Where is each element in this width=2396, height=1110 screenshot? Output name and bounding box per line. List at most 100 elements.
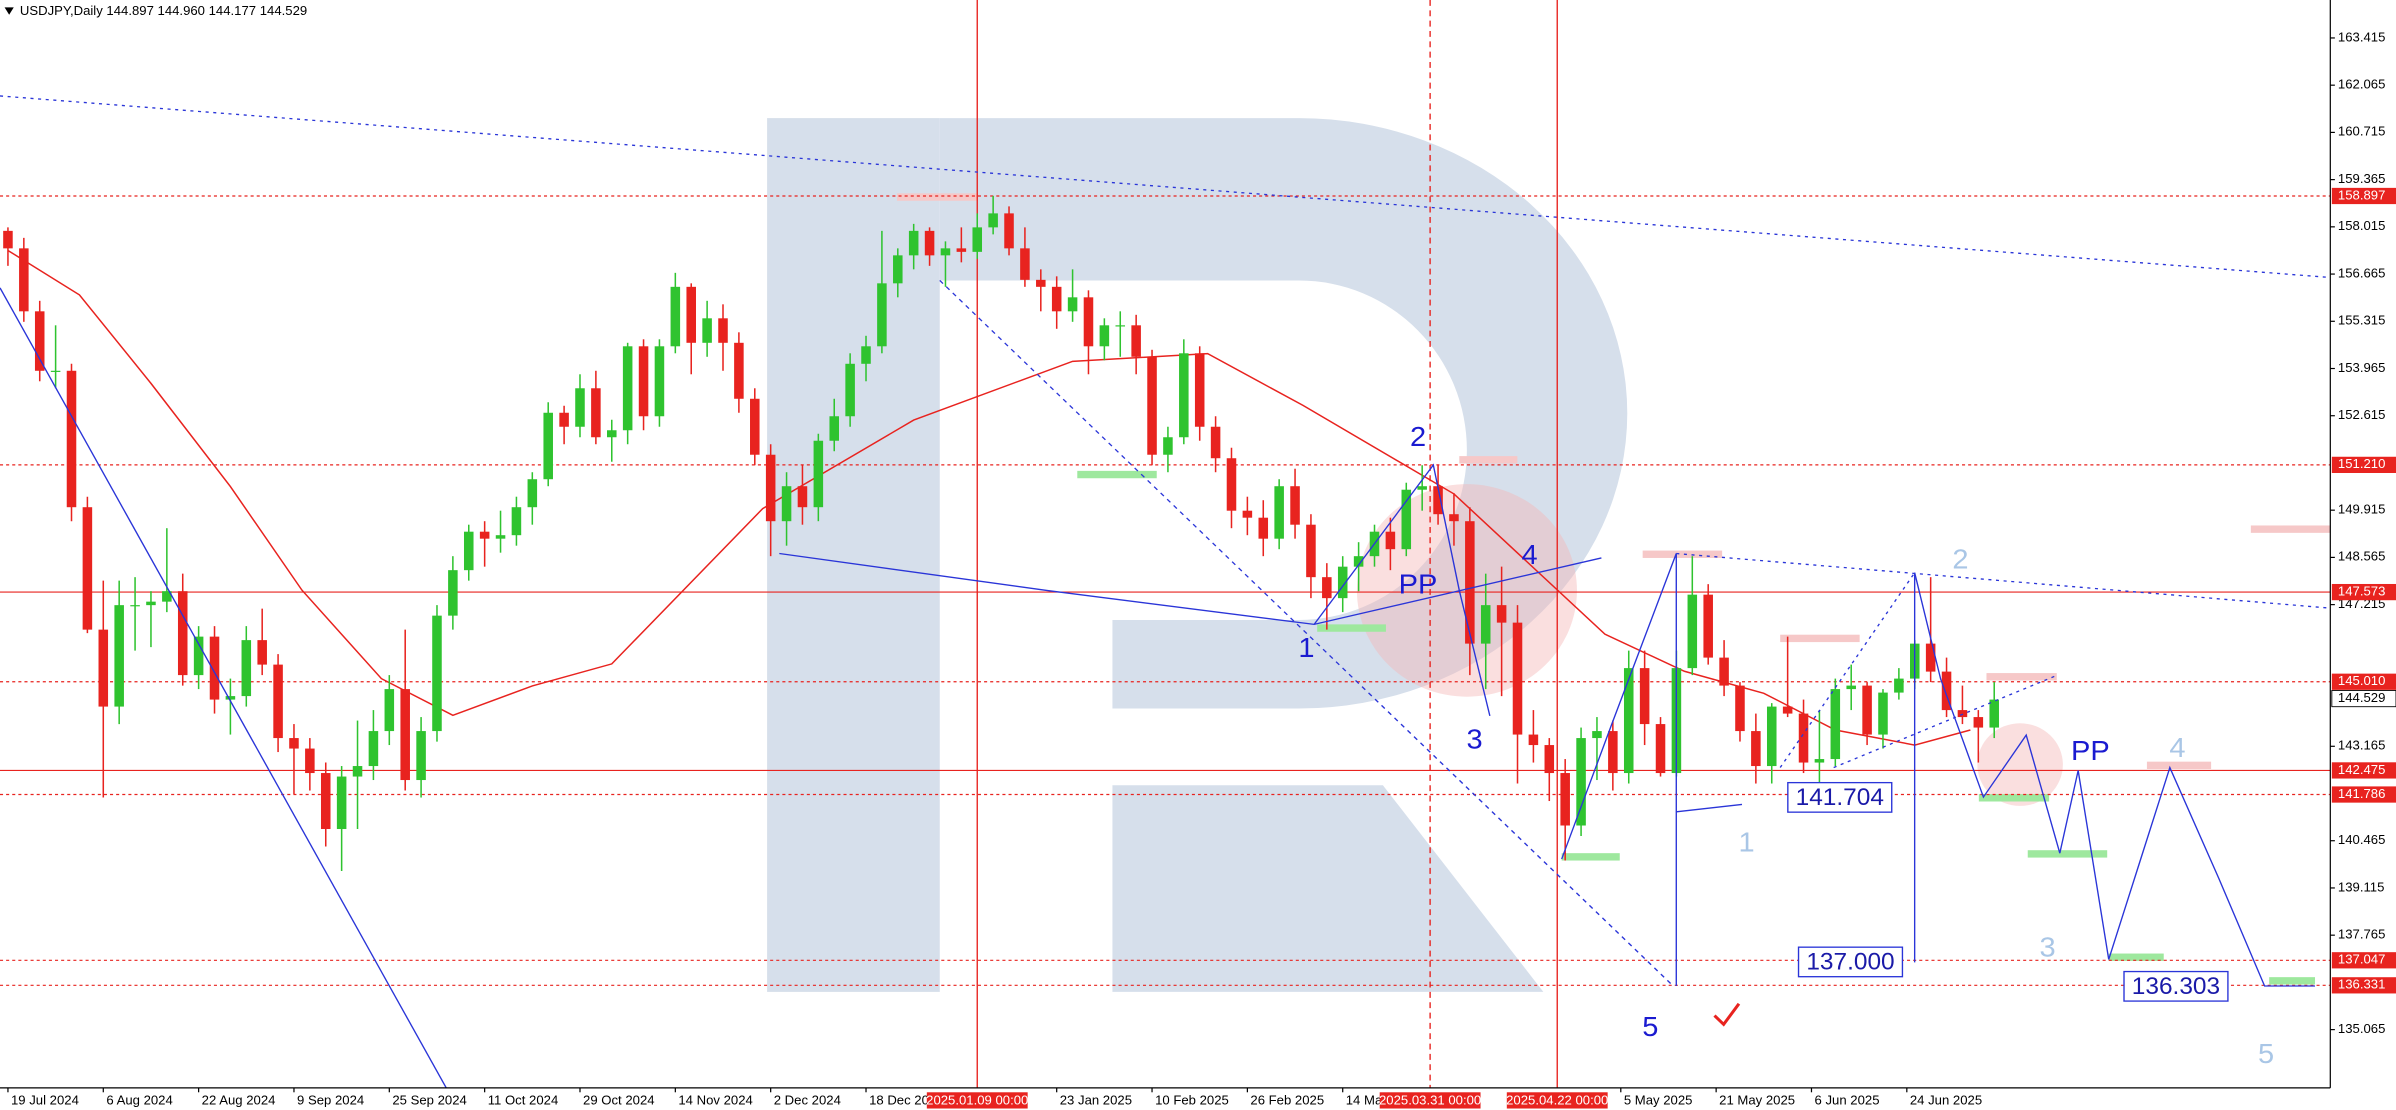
candle-body [1480,605,1491,644]
candle-body [1862,685,1872,735]
candle-body [82,507,93,630]
candle-body [670,286,681,347]
candle-body [209,636,220,700]
y-tick-label: 139.115 [2338,880,2384,895]
candle-body [1576,738,1586,826]
candle-body [1655,724,1666,774]
x-tick-label: 9 Sep 2024 [297,1093,364,1108]
candle-body [1735,685,1745,732]
candle-body [1528,734,1539,746]
x-tick-label: 22 Aug 2024 [202,1093,276,1108]
y-tick-label: 143.165 [2338,738,2385,753]
candle-body [416,731,426,781]
wave-label: 2 [1410,421,1426,452]
candle-body [1179,353,1189,438]
candle-body [924,230,935,256]
target-label: 141.704 [1796,784,1884,811]
candle-body [718,318,728,343]
price-label-bg [2331,977,2396,994]
trend-line [1779,572,1916,768]
price-label: 151.210 [2338,456,2385,471]
y-tick-label: 152.615 [2338,407,2385,422]
candle-body [1433,486,1443,515]
candle-body [1496,605,1507,623]
candle-body [1036,279,1046,287]
wave-label: 5 [1642,1012,1658,1043]
candle-body [940,248,951,256]
candle-body [241,640,252,697]
wave-label: PP [2071,736,2110,767]
x-tick-label: 6 Aug 2024 [106,1093,172,1108]
price-label: 137.047 [2338,952,2385,967]
x-tick-label: 11 Oct 2024 [488,1093,559,1108]
candle-body [527,479,538,508]
current-price-bg [2331,690,2396,708]
candle-body [813,440,824,508]
candle-body [1465,521,1475,644]
wave-label: 5 [2258,1038,2274,1069]
x-tick-label: 29 Oct 2024 [583,1093,655,1108]
price-label-bg [2331,456,2396,473]
candle-body [956,248,967,252]
current-price-label: 144.529 [2338,690,2385,705]
candle-body [320,773,331,830]
candle-body [225,696,236,700]
wave-label: 3 [2040,932,2056,963]
candle-body [1147,356,1157,455]
candle-body [702,318,712,343]
candle-body [463,531,474,571]
candle-body [1560,773,1570,826]
candle-body [1306,524,1316,578]
time-label: 2025.01.09 00:00 [926,1093,1028,1108]
candle-body [1290,486,1300,525]
zone [1978,794,2050,802]
candle-body [654,346,665,417]
target-label: 137.000 [1806,949,1894,976]
price-label-bg [2331,673,2396,690]
y-tick-label: 153.965 [2338,360,2385,375]
candle-body [495,535,506,539]
zone [1561,853,1620,861]
watermark [767,118,1628,992]
support-zones [1077,470,2316,985]
candle-body [1608,731,1618,774]
wave-lines [0,95,2331,1089]
zone [1317,624,1386,632]
x-tick-label: 14 Nov 2024 [678,1093,752,1108]
chart-title: USDJPY,Daily 144.897 144.960 144.177 144… [20,3,307,18]
candle-body [1703,594,1713,658]
y-tick-label: 162.065 [2338,77,2385,92]
time-label: 2025.03.31 00:00 [1379,1093,1481,1108]
candle-body [1957,710,1968,718]
candle-body [1051,286,1062,312]
target-label: 136.303 [2132,973,2220,1000]
watermark-leg [1112,785,1544,992]
wave-label: 4 [1522,539,1538,570]
wave-label: 2 [1952,544,1968,575]
candle-body [1194,353,1205,427]
price-label-bg [2331,762,2396,779]
trend-line [1676,552,2331,609]
x-tick-label: 5 May 2025 [1624,1093,1693,1108]
candle-body [1083,297,1094,347]
price-label-bg [2331,952,2396,969]
candle-body [177,591,188,676]
candle-body [1592,731,1602,739]
zone [896,193,978,201]
zone [2250,525,2331,533]
zone [2027,850,2108,858]
x-tick-label: 25 Sep 2024 [392,1093,466,1108]
wave-path [1561,553,1677,987]
target-box [2123,970,2229,1002]
wave-path [779,552,1602,626]
price-label: 158.897 [2338,188,2385,203]
highlight-zone [1977,723,2063,806]
candle-body [66,370,77,508]
candle-body [559,412,569,427]
y-tick-label: 148.565 [2338,549,2385,564]
candle-body [1925,643,1936,672]
candle-body [622,346,633,431]
candle-body [305,748,315,774]
price-label-bg [2331,187,2396,205]
